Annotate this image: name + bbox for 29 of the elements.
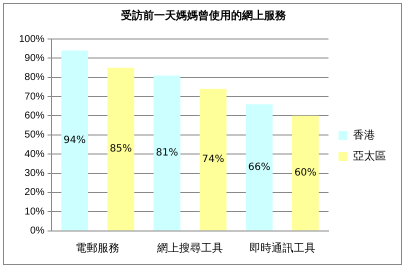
y-tick-label: 50% [24,130,45,141]
data-label: 74% [202,154,224,166]
x-tick-label: 即時通訊工具 [249,241,316,254]
data-label: 60% [294,168,317,179]
x-tick-label: 網上搜尋工具 [156,241,224,254]
bar [107,68,134,230]
y-tick-label: 20% [24,187,45,198]
x-tick-label: 電郵服務 [76,241,120,254]
y-tick-label: 80% [24,72,45,84]
data-label: 94% [64,135,86,146]
bar [200,88,226,230]
legend-label: 亞太區 [353,150,386,163]
data-label: 81% [156,147,178,158]
y-tick-label: 30% [24,168,45,180]
legend-label: 香港 [353,128,375,142]
y-tick-label: 60% [24,110,45,122]
y-tick-label: 0% [30,226,45,237]
y-tick-label: 70% [24,91,45,102]
bar [154,75,180,230]
chart-title: 受訪前一天媽媽曾使用的網上服務 [120,8,287,23]
bar [61,50,88,230]
y-tick-label: 100% [19,34,45,45]
y-tick-label: 10% [24,206,45,218]
data-label: 85% [110,144,132,155]
bar [292,116,319,230]
y-tick-label: 90% [24,52,45,64]
data-label: 66% [248,162,270,173]
y-tick-label: 40% [24,148,45,160]
bar [246,104,273,230]
